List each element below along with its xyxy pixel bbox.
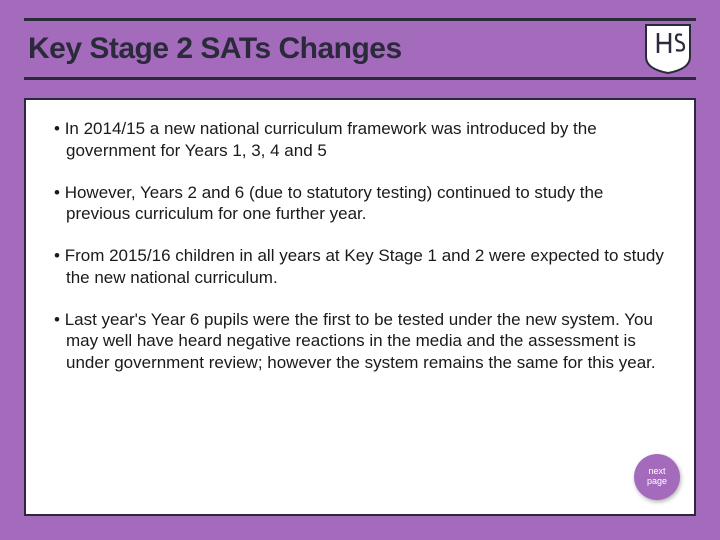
list-item: In 2014/15 a new national curriculum fra…: [54, 118, 666, 162]
school-logo-icon: [644, 23, 692, 75]
next-page-button[interactable]: next page: [634, 454, 680, 500]
list-item: However, Years 2 and 6 (due to statutory…: [54, 182, 666, 226]
header-bar: Key Stage 2 SATs Changes: [24, 18, 696, 80]
list-item: From 2015/16 children in all years at Ke…: [54, 245, 666, 289]
bullet-list: In 2014/15 a new national curriculum fra…: [54, 118, 666, 374]
list-item: Last year's Year 6 pupils were the first…: [54, 309, 666, 374]
page-title: Key Stage 2 SATs Changes: [28, 32, 402, 66]
next-button-line2: page: [647, 477, 667, 487]
content-panel: In 2014/15 a new national curriculum fra…: [24, 98, 696, 516]
